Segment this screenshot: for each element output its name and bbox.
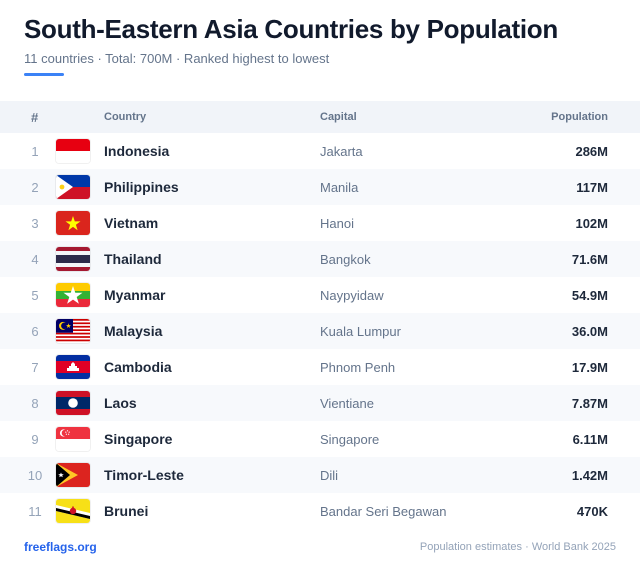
population-value: 1.42M [571, 467, 608, 483]
capital-name: Jakarta [320, 143, 363, 159]
myanmar-flag-icon [56, 283, 90, 307]
table-row[interactable]: 8 Laos Vientiane 7.87M [0, 385, 640, 421]
population-value: 6.11M [572, 431, 608, 447]
population-value: 71.6M [571, 251, 608, 267]
country-name[interactable]: Philippines [104, 179, 179, 195]
table-row[interactable]: 2 Philippines Manila 117M [0, 169, 640, 205]
country-name[interactable]: Brunei [104, 503, 149, 519]
rank-cell: 10 [27, 467, 43, 483]
header: South-Eastern Asia Countries by Populati… [24, 12, 624, 76]
population-value: 36.0M [571, 323, 608, 339]
rank-cell: 11 [28, 503, 42, 519]
vietnam-flag-icon [56, 211, 90, 235]
philippines-flag-icon [56, 175, 90, 199]
capital-name: Manila [320, 179, 359, 195]
thailand-flag-icon [56, 247, 90, 271]
flag-cell [56, 391, 104, 415]
capital-name: Naypyidaw [320, 287, 384, 303]
country-name[interactable]: Indonesia [104, 143, 170, 159]
flag-cell [56, 211, 104, 235]
capital-name: Bandar Seri Begawan [320, 503, 447, 519]
page-title: South-Eastern Asia Countries by Populati… [24, 14, 558, 44]
column-header-population[interactable]: Population [551, 111, 608, 123]
flag-cell [56, 427, 104, 451]
country-name[interactable]: Vietnam [104, 215, 159, 231]
source-link[interactable]: freeflags.org [24, 540, 97, 554]
population-table: # Country Capital Population 1 Indonesia… [0, 101, 640, 529]
table-row[interactable]: 4 Thailand Bangkok 71.6M [0, 241, 640, 277]
capital-name: Hanoi [320, 215, 354, 231]
footer-note: Population estimates · World Bank 2025 [419, 541, 616, 553]
population-value: 7.87M [571, 395, 608, 411]
flag-cell [56, 355, 104, 379]
table-row[interactable]: 10 Timor-Leste Dili 1.42M [0, 457, 640, 493]
capital-name: Singapore [320, 431, 380, 447]
singapore-flag-icon [56, 427, 90, 451]
rank-cell: 7 [31, 359, 39, 375]
indonesia-flag-icon [56, 139, 90, 163]
column-header-country[interactable]: Country [104, 111, 147, 123]
table-row[interactable]: 7 Cambodia Phnom Penh 17.9M [0, 349, 640, 385]
malaysia-flag-icon [56, 319, 90, 343]
page-subtitle: 11 countries · Total: 700M · Ranked high… [24, 51, 330, 66]
capital-name: Dili [320, 467, 339, 483]
flag-cell [56, 463, 104, 487]
laos-flag-icon [56, 391, 90, 415]
table-row[interactable]: 9 Singapore Singapore 6.11M [0, 421, 640, 457]
population-value: 102M [575, 215, 608, 231]
flag-cell [56, 139, 104, 163]
country-name[interactable]: Timor-Leste [104, 467, 184, 483]
rank-cell: 2 [31, 179, 39, 195]
rank-cell: 9 [31, 431, 39, 447]
country-name[interactable]: Thailand [104, 251, 162, 267]
cambodia-flag-icon [56, 355, 90, 379]
rank-cell: 5 [31, 287, 39, 303]
capital-name: Kuala Lumpur [320, 323, 401, 339]
table-row[interactable]: 3 Vietnam Hanoi 102M [0, 205, 640, 241]
timor-leste-flag-icon [56, 463, 90, 487]
rank-cell: 8 [31, 395, 39, 411]
table-row[interactable]: 1 Indonesia Jakarta 286M [0, 133, 640, 169]
capital-name: Phnom Penh [320, 359, 396, 375]
column-header-rank[interactable]: # [31, 109, 39, 125]
flag-cell [56, 319, 104, 343]
country-name[interactable]: Cambodia [104, 359, 172, 375]
table-row[interactable]: 11 Brunei Bandar Seri Begawan 470K [0, 493, 640, 529]
accent-underline [24, 73, 64, 76]
capital-name: Vientiane [320, 395, 374, 411]
flag-cell [56, 175, 104, 199]
rank-cell: 4 [31, 251, 39, 267]
capital-name: Bangkok [320, 251, 371, 267]
rank-cell: 1 [31, 143, 39, 159]
column-header-capital[interactable]: Capital [320, 111, 357, 123]
country-name[interactable]: Singapore [104, 431, 173, 447]
population-value: 470K [576, 503, 608, 519]
flag-cell [56, 499, 104, 523]
rank-cell: 6 [31, 323, 39, 339]
brunei-flag-icon [56, 499, 90, 523]
population-value: 17.9M [571, 359, 608, 375]
flag-cell [56, 283, 104, 307]
country-name[interactable]: Myanmar [104, 287, 166, 303]
population-value: 117M [576, 179, 608, 195]
table-row[interactable]: 6 Malaysia Kuala L [0, 313, 640, 349]
flag-cell [56, 247, 104, 271]
population-value: 54.9M [571, 287, 608, 303]
table-row[interactable]: 5 Myanmar Naypyidaw 54.9M [0, 277, 640, 313]
footer: freeflags.org Population estimates · Wor… [24, 540, 616, 554]
country-name[interactable]: Laos [104, 395, 137, 411]
rank-cell: 3 [31, 215, 39, 231]
table-header: # Country Capital Population [0, 101, 640, 133]
population-value: 286M [575, 143, 608, 159]
country-name[interactable]: Malaysia [104, 323, 163, 339]
